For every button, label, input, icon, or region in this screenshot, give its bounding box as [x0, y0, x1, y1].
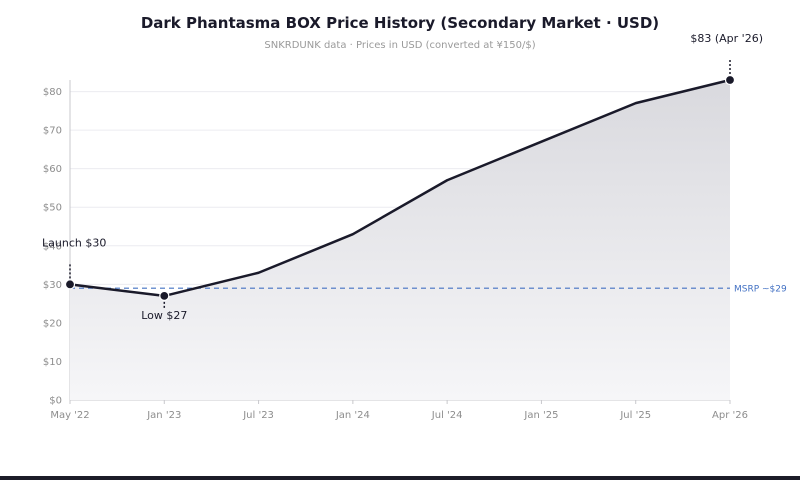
y-tick-label: $50	[43, 203, 62, 214]
y-tick-label: $40	[43, 241, 62, 252]
chart-subtitle: SNKRDUNK data · Prices in USD (converted…	[264, 40, 536, 51]
x-tick-label: Jan '24	[335, 410, 370, 421]
annotation-label: Launch $30	[42, 236, 106, 249]
y-tick-label: $20	[43, 318, 62, 329]
bottom-bar	[0, 476, 800, 480]
x-tick-label: Jan '25	[523, 410, 558, 421]
x-tick-label: Jul '25	[619, 410, 651, 421]
annotated-point	[64, 279, 76, 290]
y-tick-label: $70	[43, 126, 62, 137]
x-tick-label: Apr '26	[712, 410, 748, 421]
y-tick-label: $10	[43, 357, 62, 368]
x-tick-label: Jan '23	[146, 410, 181, 421]
annotated-point	[724, 74, 736, 86]
series-line	[68, 78, 732, 298]
chart-title: Dark Phantasma BOX Price History (Second…	[140, 14, 660, 32]
series-area	[70, 80, 730, 400]
x-tick-label: May '22	[50, 410, 89, 421]
y-tick-label: $0	[49, 396, 62, 407]
annotation-label: $83 (Apr '26)	[690, 32, 763, 45]
x-tick-label: Jul '24	[431, 410, 463, 421]
annotation-label: Low $27	[141, 309, 187, 322]
x-tick-label: Jul '23	[242, 410, 274, 421]
y-tick-label: $60	[43, 164, 62, 175]
y-tick-label: $80	[43, 87, 62, 98]
annotated-point	[159, 290, 170, 302]
msrp-reference-label: MSRP ~$29	[734, 285, 787, 295]
y-tick-label: $30	[43, 280, 62, 291]
